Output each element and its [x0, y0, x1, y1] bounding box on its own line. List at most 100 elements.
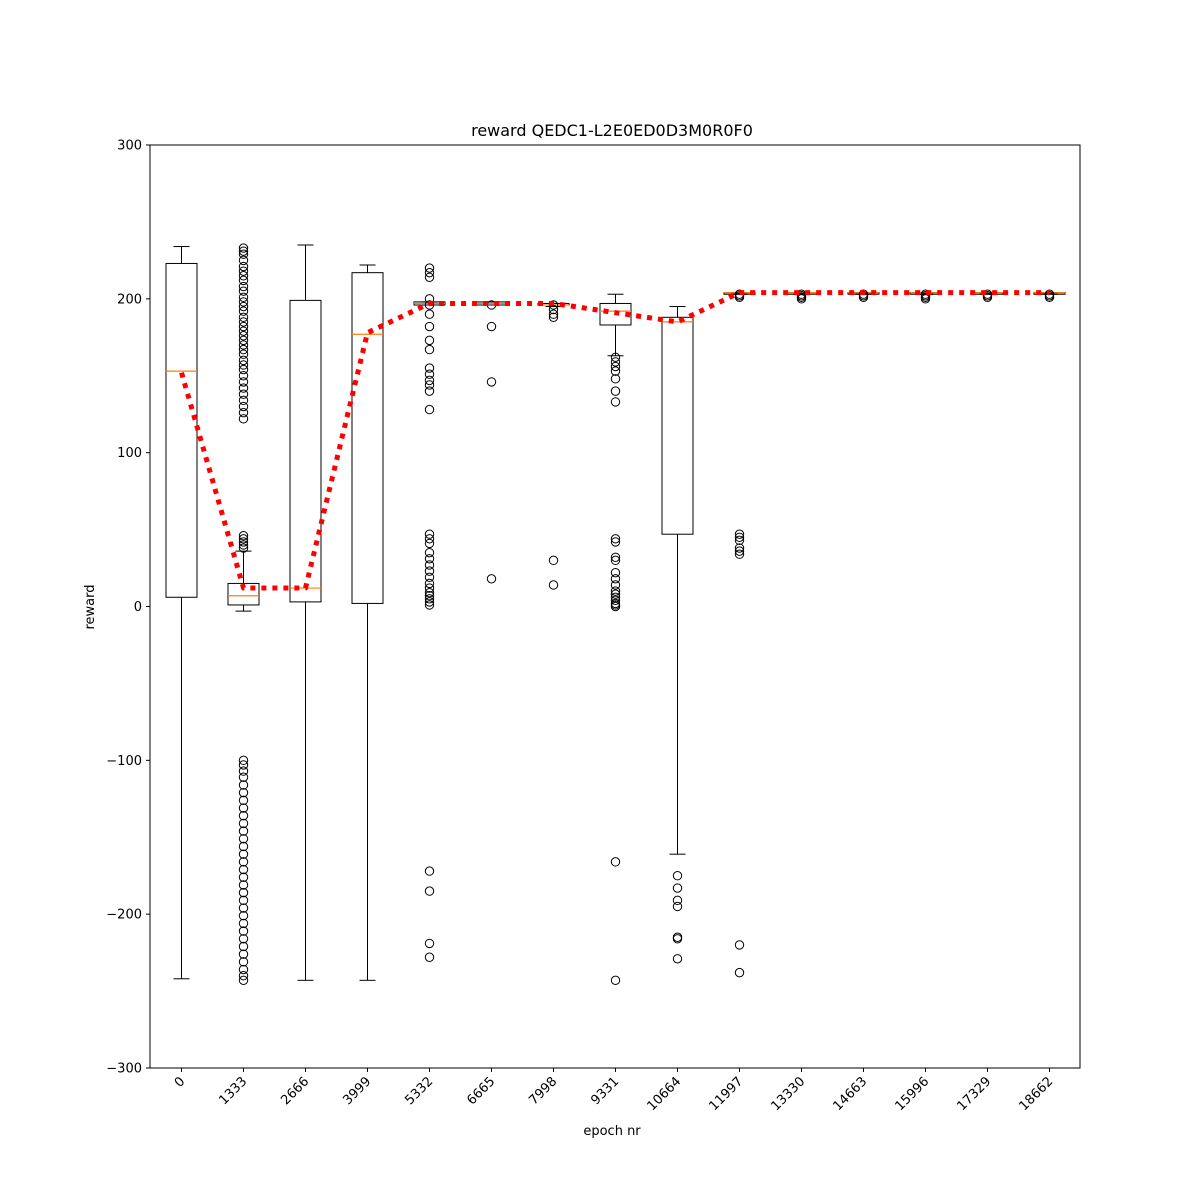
x-tick-label: 17329 — [954, 1074, 994, 1114]
outlier-point — [238, 344, 249, 355]
mean-line — [179, 290, 1050, 591]
outlier-point — [424, 578, 435, 589]
x-tick-label: 13330 — [768, 1074, 808, 1114]
outlier-point — [424, 335, 435, 346]
outlier-point — [238, 880, 249, 890]
y-axis: −300 −200 −100 0 100 200 300 — [106, 139, 150, 1077]
outlier-point — [424, 272, 435, 282]
box-group-5332 — [413, 263, 446, 962]
outlier-point — [734, 940, 745, 950]
outlier-point — [610, 574, 621, 584]
outlier-point — [238, 335, 249, 346]
outlier-point — [672, 954, 683, 964]
outlier-point — [424, 369, 435, 379]
box-group-17329 — [971, 289, 1004, 302]
outlier-point — [238, 364, 249, 375]
outlier-point — [238, 292, 249, 302]
outlier-point — [238, 414, 249, 424]
x-tick-label: 0 — [172, 1074, 188, 1090]
outlier-point — [424, 587, 435, 598]
outlier-point — [672, 871, 683, 881]
x-tick-label: 9331 — [588, 1074, 622, 1108]
outlier-point — [238, 864, 249, 875]
outlier-point — [238, 849, 249, 859]
outlier-point — [424, 534, 435, 544]
outlier-point — [238, 360, 249, 370]
x-axis: 0 1333 2666 3999 5332 6665 7998 9331 10664 11997 1… — [172, 1068, 1056, 1114]
outlier-point — [238, 383, 249, 393]
outlier-point — [610, 592, 621, 602]
outlier-point — [238, 895, 249, 906]
x-tick-label: 1333 — [216, 1074, 250, 1108]
outlier-point — [238, 301, 249, 312]
outlier-point — [424, 547, 435, 558]
outlier-point — [238, 255, 249, 266]
x-tick-label: 6665 — [464, 1074, 498, 1108]
outlier-point — [672, 883, 683, 893]
outlier-point — [238, 811, 249, 821]
outlier-point — [238, 407, 249, 418]
outlier-point — [424, 386, 435, 396]
y-tick-label: −100 — [106, 754, 142, 769]
x-tick-label: 15996 — [892, 1074, 932, 1114]
outlier-point — [424, 591, 435, 601]
outlier-point — [610, 857, 621, 867]
x-tick-label: 14663 — [830, 1074, 870, 1114]
x-tick-label: 5332 — [402, 1074, 436, 1108]
outlier-point — [238, 271, 249, 281]
outlier-point — [424, 404, 435, 415]
outlier-point — [610, 386, 621, 396]
outlier-point — [548, 580, 559, 590]
outlier-point — [610, 357, 621, 367]
outlier-point — [238, 957, 249, 967]
outlier-point — [238, 903, 249, 913]
outlier-point — [424, 594, 435, 604]
outlier-point — [548, 555, 559, 566]
outlier-point — [610, 397, 621, 407]
outlier-point — [424, 267, 435, 278]
y-tick-label: 200 — [117, 292, 142, 307]
outlier-point — [672, 934, 683, 944]
outlier-point — [610, 975, 621, 986]
outlier-point — [424, 300, 435, 310]
outlier-point — [548, 309, 559, 319]
outlier-point — [238, 246, 249, 256]
outlier-point — [238, 857, 249, 867]
outlier-point — [238, 543, 249, 553]
outlier-point — [610, 601, 621, 612]
outlier-point — [238, 261, 249, 272]
outlier-point — [610, 595, 621, 606]
outlier-point — [238, 818, 249, 829]
outlier-point — [486, 574, 497, 584]
y-axis-label: reward — [83, 584, 98, 629]
outlier-point — [238, 281, 249, 292]
box-group-3999 — [351, 264, 384, 981]
outlier-point — [486, 377, 497, 387]
outlier-point — [734, 967, 745, 978]
outlier-point — [424, 583, 435, 593]
outlier-point — [610, 555, 621, 566]
outlier-point — [238, 949, 249, 959]
outlier-point — [610, 586, 621, 596]
outlier-point — [424, 560, 435, 570]
plot-frame — [149, 144, 1081, 1069]
outlier-point — [238, 389, 249, 399]
outlier-point — [610, 374, 621, 384]
outlier-point — [238, 266, 249, 276]
box-group-1333 — [227, 243, 260, 986]
outlier-point — [238, 326, 249, 336]
box-group-6665 — [475, 300, 508, 584]
outlier-point — [238, 971, 249, 981]
outlier-point — [610, 589, 621, 599]
outlier-point — [238, 401, 249, 412]
outlier-point — [424, 952, 435, 962]
outlier-point — [610, 534, 621, 544]
y-tick-label: 0 — [134, 600, 142, 615]
outlier-point — [424, 866, 435, 876]
outlier-point — [238, 377, 249, 387]
outlier-point — [238, 317, 249, 327]
chart-title: reward QEDC1-L2E0ED0D3M0R0F0 — [471, 121, 753, 140]
outlier-point — [920, 294, 931, 304]
outlier-point — [734, 529, 745, 539]
outlier-point — [238, 331, 249, 341]
